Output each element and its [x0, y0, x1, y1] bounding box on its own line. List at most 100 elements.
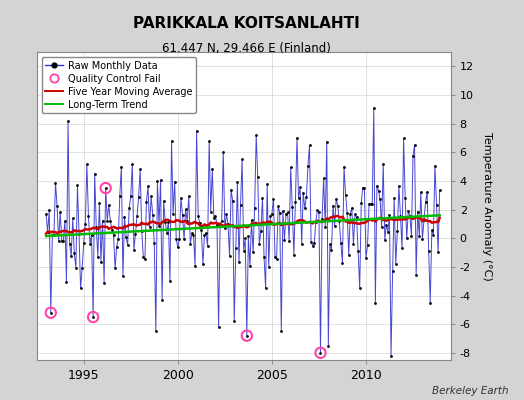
Point — [279, 208, 287, 214]
Point — [269, 196, 278, 202]
Point — [205, 138, 213, 144]
Point — [320, 175, 328, 181]
Text: Berkeley Earth: Berkeley Earth — [432, 386, 508, 396]
Point — [135, 194, 143, 201]
Point — [291, 199, 300, 205]
Point — [50, 232, 58, 238]
Point — [166, 278, 174, 284]
Point — [111, 265, 119, 272]
Point — [238, 156, 246, 163]
Point — [282, 211, 290, 218]
Point — [188, 230, 196, 236]
Point — [420, 217, 428, 223]
Point — [277, 328, 286, 334]
Point — [169, 211, 177, 217]
Point — [47, 310, 55, 316]
Point — [224, 220, 232, 227]
Point — [402, 235, 411, 241]
Point — [195, 220, 204, 226]
Point — [66, 240, 74, 247]
Point — [45, 206, 53, 213]
Point — [69, 215, 77, 222]
Point — [244, 233, 253, 240]
Point — [344, 252, 353, 258]
Point — [321, 224, 330, 230]
Point — [252, 132, 260, 138]
Point — [366, 200, 375, 207]
Point — [298, 241, 306, 247]
Y-axis label: Temperature Anomaly (°C): Temperature Anomaly (°C) — [482, 132, 492, 280]
Text: PARIKKALA KOITSANLAHTI: PARIKKALA KOITSANLAHTI — [133, 16, 359, 31]
Point — [268, 211, 276, 217]
Point — [331, 223, 339, 229]
Point — [51, 180, 60, 186]
Point — [243, 332, 251, 339]
Point — [305, 142, 314, 148]
Point — [424, 248, 433, 254]
Point — [368, 200, 376, 207]
Point — [376, 196, 384, 202]
Point — [399, 135, 408, 141]
Point — [339, 259, 347, 266]
Point — [340, 164, 348, 170]
Point — [121, 213, 129, 220]
Point — [164, 219, 172, 225]
Point — [296, 184, 304, 190]
Point — [335, 218, 344, 224]
Point — [387, 352, 395, 359]
Point — [43, 229, 52, 235]
Point — [290, 252, 298, 258]
Point — [247, 217, 256, 223]
Point — [161, 219, 169, 225]
Point — [369, 105, 378, 111]
Point — [371, 300, 379, 306]
Point — [127, 193, 135, 199]
Point — [355, 285, 364, 292]
Point — [42, 211, 50, 217]
Point — [236, 202, 245, 209]
Point — [175, 235, 183, 242]
Point — [285, 238, 293, 244]
Point — [221, 225, 229, 232]
Point — [396, 212, 405, 219]
Point — [431, 162, 439, 169]
Point — [202, 230, 210, 236]
Point — [258, 195, 267, 202]
Point — [260, 254, 268, 260]
Point — [162, 230, 171, 236]
Point — [423, 188, 431, 195]
Point — [54, 238, 63, 244]
Point — [153, 178, 161, 184]
Text: 61.447 N, 29.466 E (Finland): 61.447 N, 29.466 E (Finland) — [162, 42, 331, 55]
Point — [347, 205, 356, 211]
Point — [426, 300, 434, 306]
Point — [391, 260, 400, 267]
Point — [415, 233, 423, 239]
Point — [351, 211, 359, 218]
Point — [132, 231, 140, 238]
Point — [70, 250, 79, 256]
Point — [365, 200, 373, 207]
Point — [352, 214, 361, 220]
Point — [316, 350, 325, 356]
Point — [56, 209, 64, 216]
Point — [435, 187, 444, 193]
Point — [150, 240, 158, 246]
Point — [283, 209, 292, 216]
Point — [208, 166, 216, 172]
Point — [230, 318, 238, 324]
Point — [78, 265, 86, 271]
Point — [257, 228, 265, 234]
Point — [324, 342, 333, 349]
Point — [323, 138, 331, 145]
Point — [390, 195, 398, 201]
Point — [110, 232, 118, 238]
Point — [363, 242, 372, 248]
Point — [95, 200, 104, 206]
Point — [217, 218, 226, 224]
Point — [379, 160, 387, 167]
Point — [410, 142, 419, 148]
Point — [395, 183, 403, 190]
Point — [53, 203, 61, 209]
Point — [48, 232, 57, 238]
